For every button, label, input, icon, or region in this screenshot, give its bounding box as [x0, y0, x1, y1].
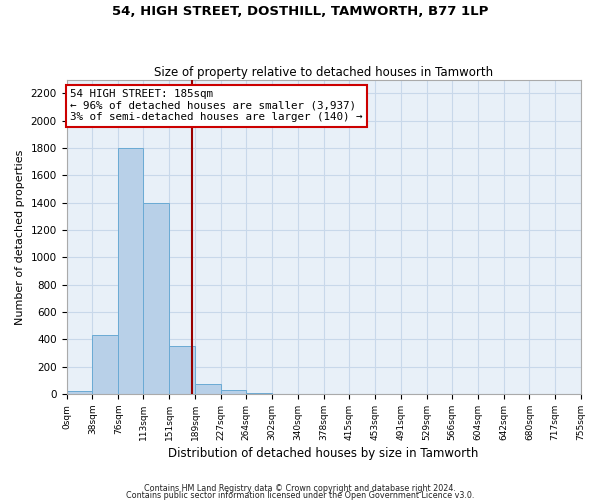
- Bar: [221, 390, 246, 394]
- Bar: [143, 202, 169, 394]
- Y-axis label: Number of detached properties: Number of detached properties: [15, 149, 25, 324]
- Bar: [92, 335, 118, 394]
- Bar: [195, 384, 221, 394]
- X-axis label: Distribution of detached houses by size in Tamworth: Distribution of detached houses by size …: [169, 447, 479, 460]
- Bar: [118, 148, 143, 394]
- Title: Size of property relative to detached houses in Tamworth: Size of property relative to detached ho…: [154, 66, 493, 78]
- Bar: [169, 346, 195, 394]
- Text: 54 HIGH STREET: 185sqm
← 96% of detached houses are smaller (3,937)
3% of semi-d: 54 HIGH STREET: 185sqm ← 96% of detached…: [70, 89, 362, 122]
- Text: 54, HIGH STREET, DOSTHILL, TAMWORTH, B77 1LP: 54, HIGH STREET, DOSTHILL, TAMWORTH, B77…: [112, 5, 488, 18]
- Text: Contains public sector information licensed under the Open Government Licence v3: Contains public sector information licen…: [126, 491, 474, 500]
- Bar: [67, 391, 92, 394]
- Text: Contains HM Land Registry data © Crown copyright and database right 2024.: Contains HM Land Registry data © Crown c…: [144, 484, 456, 493]
